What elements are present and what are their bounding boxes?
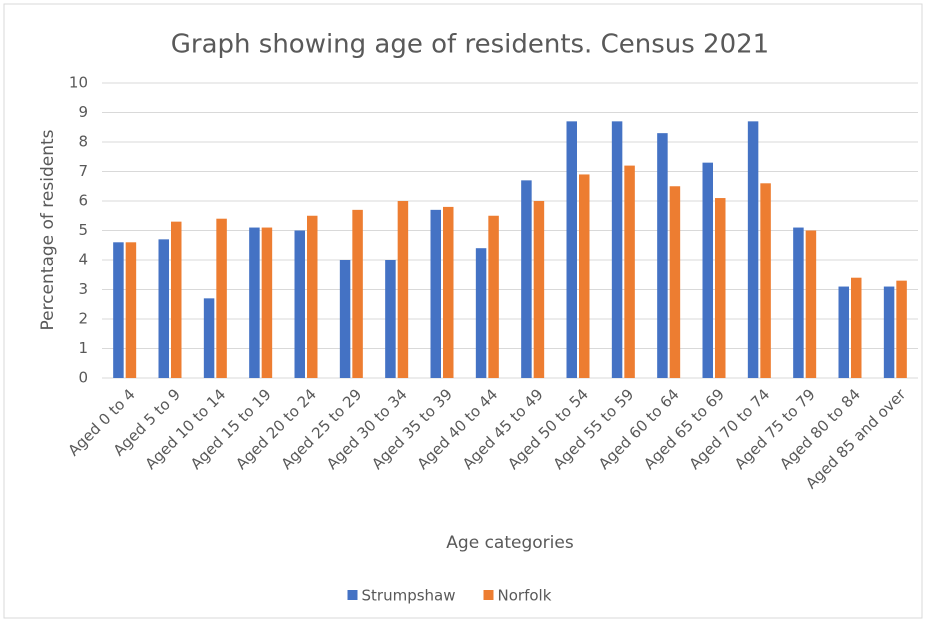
y-tick-label: 4 [78,251,88,269]
bar [249,227,260,378]
bar [760,183,771,378]
bar [851,277,862,378]
bar [488,215,499,378]
bar [171,221,182,378]
bar [385,260,396,378]
chart-border [3,3,923,619]
bar [216,218,227,378]
y-tick-label: 3 [78,280,88,298]
y-tick-label: 0 [78,369,88,387]
y-tick-label: 9 [78,103,88,121]
bar [521,180,532,378]
bar [669,186,681,378]
bar [475,248,487,378]
legend-swatch [483,590,494,600]
bar [443,206,454,378]
bar [747,121,759,378]
bar [896,280,907,378]
y-tick-label: 10 [69,74,88,92]
bar [702,162,713,378]
bar [533,201,545,378]
bar [158,239,169,378]
bar [307,215,318,378]
y-tick-label: 2 [78,310,88,328]
bar [624,165,635,378]
bar [579,174,590,378]
y-axis-title: Percentage of residents [38,129,58,330]
bar [657,133,668,378]
bar [838,286,849,378]
bar [352,209,363,378]
bar [397,201,409,378]
chart-title: Graph showing age of residents. Census 2… [171,30,769,60]
bar [566,121,577,378]
y-tick-label: 1 [78,339,88,357]
bar [793,227,804,378]
bar [203,298,215,378]
y-tick-label: 7 [78,162,88,180]
bar [261,227,273,378]
bar [430,209,441,378]
bar [611,121,623,378]
x-axis-title: Age categories [446,533,574,553]
legend-label: Strumpshaw [362,587,456,605]
y-tick-label: 6 [78,192,88,210]
bar [715,198,726,378]
legend-label: Norfolk [498,587,552,605]
bar [339,260,351,378]
legend-swatch [347,590,358,600]
y-tick-label: 5 [78,221,88,239]
y-tick-label: 8 [78,133,88,151]
bar [883,286,895,378]
bar [113,242,124,378]
bar [294,230,305,378]
bar [125,242,137,378]
bar [805,230,817,378]
